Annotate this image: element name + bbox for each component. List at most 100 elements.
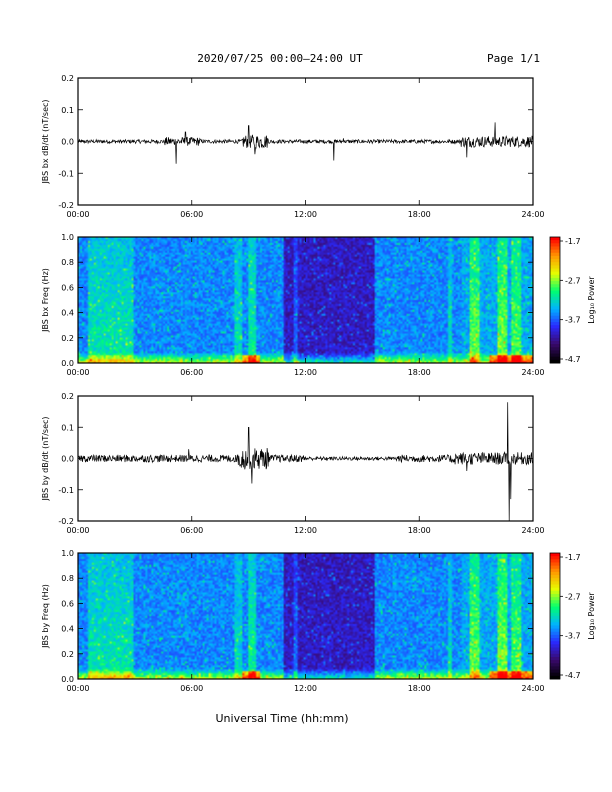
y-tick-label: -0.1 <box>58 486 74 495</box>
spectrogram-image <box>78 553 533 679</box>
y-tick-label: 0.2 <box>61 74 74 83</box>
colorbar-swatch <box>550 325 560 329</box>
x-tick-label: 12:00 <box>294 368 317 377</box>
y-tick-label: 0.2 <box>61 392 74 401</box>
colorbar-swatch <box>550 619 560 623</box>
colorbar-swatch <box>550 296 560 301</box>
y-tick-label: 0.8 <box>61 258 74 267</box>
colorbar-swatch <box>550 556 560 560</box>
colorbar-swatch <box>550 565 560 570</box>
colorbar-tick-label: -2.7 <box>565 592 581 601</box>
colorbar-swatch <box>550 559 560 563</box>
panel-1: 0.2 0.1 0.0 -0.1 -0.200:00 06:00 12:00 18:00 24:… <box>41 74 545 219</box>
y-tick-label: 0.6 <box>61 283 74 292</box>
colorbar-swatch <box>550 262 560 266</box>
colorbar-swatch <box>550 663 560 667</box>
colorbar-tick-label: -4.7 <box>565 671 581 680</box>
colorbar-swatch <box>550 240 560 244</box>
colorbar-swatch <box>550 590 560 595</box>
colorbar: -1.7 -2.7 -3.7 -4.7 Log₁₀ Power <box>549 236 596 364</box>
colorbar-swatch <box>550 293 560 298</box>
colorbar-swatch <box>550 600 560 604</box>
x-tick-label: 18:00 <box>408 684 431 693</box>
colorbar-swatch <box>550 587 560 592</box>
x-tick-label: 24:00 <box>521 526 544 535</box>
colorbar-swatch <box>550 597 560 601</box>
colorbar-swatch <box>550 603 560 608</box>
colorbar-swatch <box>550 647 560 652</box>
y-tick-label: 0.1 <box>61 106 74 115</box>
colorbar-swatch <box>550 347 560 351</box>
y-axis-label: JBS bx Freq (Hz) <box>41 268 50 333</box>
colorbar-tick-label: -3.7 <box>565 632 581 641</box>
colorbar-swatch <box>550 331 560 336</box>
colorbar-tick-label: -2.7 <box>565 276 581 285</box>
colorbar-label: Log₁₀ Power <box>587 276 596 324</box>
colorbar-swatch <box>550 628 560 633</box>
colorbar-swatch <box>550 274 560 279</box>
colorbar-swatch <box>550 350 560 355</box>
x-tick-label: 06:00 <box>180 526 203 535</box>
panel-3: 0.2 0.1 0.0 -0.1 -0.200:00 06:00 12:00 18:00 24:… <box>41 392 545 535</box>
y-tick-label: 0.0 <box>61 138 74 147</box>
colorbar-swatch <box>550 318 560 323</box>
y-tick-label: 0.4 <box>61 625 74 634</box>
colorbar-swatch <box>550 328 560 332</box>
colorbar-tick-label: -1.7 <box>565 237 581 246</box>
colorbar-swatch <box>550 306 560 310</box>
colorbar-swatch <box>550 271 560 276</box>
y-tick-label: -0.2 <box>58 517 74 526</box>
x-tick-label: 00:00 <box>66 210 89 219</box>
colorbar-swatch <box>550 593 560 598</box>
colorbar-swatch <box>550 309 560 314</box>
colorbar-swatch <box>550 653 560 658</box>
colorbar-swatch <box>550 252 560 257</box>
colorbar-swatch <box>550 277 560 282</box>
colorbar-swatch <box>550 571 560 576</box>
y-tick-label: 0.2 <box>61 650 74 659</box>
colorbar-swatch <box>550 353 560 358</box>
colorbar-swatch <box>550 312 560 317</box>
colorbar-swatch <box>550 255 560 260</box>
x-tick-label: 06:00 <box>180 210 203 219</box>
colorbar-swatch <box>550 243 560 247</box>
y-tick-label: -0.2 <box>58 201 74 210</box>
colorbar-swatch <box>550 609 560 614</box>
figure-title: 2020/07/25 00:00—24:00 UT <box>197 52 363 65</box>
colorbar-swatch <box>550 334 560 339</box>
y-tick-label: -0.1 <box>58 169 74 178</box>
x-tick-label: 06:00 <box>180 368 203 377</box>
panel-4: -1.7 -2.7 -3.7 -4.7 Log₁₀ Power 1.0 0.8 0.6 0.4 0… <box>41 549 596 693</box>
x-tick-label: 18:00 <box>408 526 431 535</box>
colorbar-swatch <box>550 237 560 241</box>
colorbar-swatch <box>550 581 560 585</box>
colorbar-swatch <box>550 660 560 664</box>
colorbar-swatch <box>550 265 560 269</box>
colorbar-swatch <box>550 634 560 639</box>
colorbar-swatch <box>550 612 560 617</box>
x-tick-label: 12:00 <box>294 210 317 219</box>
colorbar-swatch <box>550 672 560 677</box>
x-tick-label: 00:00 <box>66 684 89 693</box>
colorbar-swatch <box>550 650 560 655</box>
x-tick-label: 00:00 <box>66 526 89 535</box>
y-tick-label: 1.0 <box>61 233 74 242</box>
colorbar-swatch <box>550 616 560 620</box>
y-tick-label: 0.8 <box>61 574 74 583</box>
y-axis-label: JBS bx dB/dt (nT/sec) <box>41 99 50 184</box>
colorbar-swatch <box>550 337 560 342</box>
y-axis-label: JBS by Freq (Hz) <box>41 584 50 649</box>
colorbar-swatch <box>550 553 560 557</box>
spectrogram-image <box>78 237 533 363</box>
x-tick-label: 06:00 <box>180 684 203 693</box>
colorbar-swatch <box>550 638 560 642</box>
colorbar-swatch <box>550 641 560 645</box>
colorbar-swatch <box>550 675 560 680</box>
colorbar-swatch <box>550 268 560 273</box>
colorbar-swatch <box>550 246 560 251</box>
colorbar-label: Log₁₀ Power <box>587 592 596 640</box>
colorbar-swatch <box>550 575 560 579</box>
y-tick-label: 0.4 <box>61 309 74 318</box>
x-tick-label: 24:00 <box>521 684 544 693</box>
